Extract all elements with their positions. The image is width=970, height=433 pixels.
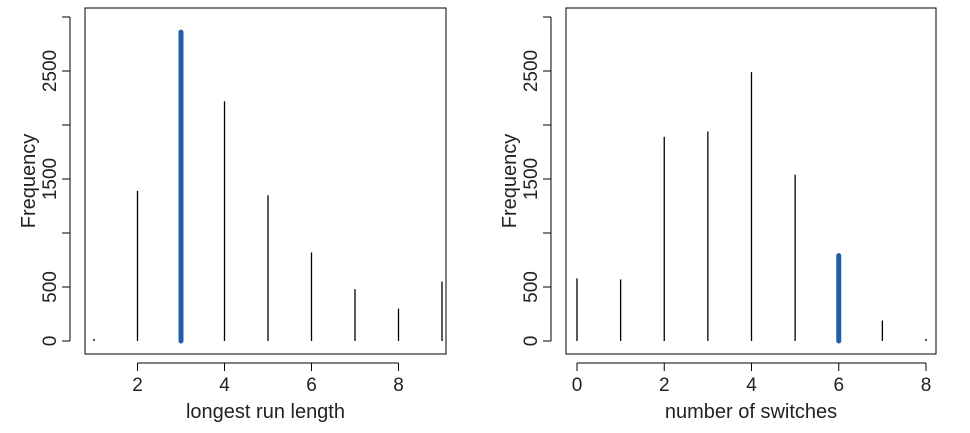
plot-frame (565, 7, 937, 355)
spike-group (93, 29, 443, 344)
y-tick-label: 1500 (40, 158, 61, 200)
plot-frame (84, 7, 447, 355)
x-tick-label: 6 (306, 375, 317, 396)
spike-group (576, 72, 927, 344)
x-tick-label: 4 (219, 375, 230, 396)
chart-panel-longest-run: 2 4 6 8 0 500 1500 2500 longest run length Fre… (18, 7, 447, 423)
y-axis-label: Frequency (499, 134, 521, 229)
x-tick-label: 6 (833, 375, 844, 396)
y-tick-label: 500 (521, 271, 542, 303)
chart-panel-switches: 0 2 4 6 8 0 500 1500 2500 number of switches Fr… (499, 7, 937, 423)
x-tick-label: 0 (572, 375, 583, 396)
y-tick-label: 2500 (40, 50, 61, 92)
y-tick-label: 500 (40, 271, 61, 303)
x-axis-label: longest run length (186, 401, 345, 423)
y-tick-label: 0 (40, 336, 61, 347)
y-tick-label: 1500 (521, 158, 542, 200)
y-tick-label: 2500 (521, 50, 542, 92)
x-axis: 2 4 6 8 (132, 362, 404, 396)
x-axis: 0 2 4 6 8 (572, 362, 932, 396)
x-tick-label: 8 (921, 375, 932, 396)
x-tick-label: 8 (393, 375, 404, 396)
y-axis-label: Frequency (18, 134, 40, 229)
y-axis: 0 500 1500 2500 (521, 16, 552, 347)
y-tick-label: 0 (521, 336, 542, 347)
y-axis: 0 500 1500 2500 (40, 16, 71, 347)
x-tick-label: 2 (659, 375, 670, 396)
x-tick-label: 2 (132, 375, 143, 396)
x-axis-label: number of switches (665, 401, 837, 423)
x-tick-label: 4 (746, 375, 757, 396)
